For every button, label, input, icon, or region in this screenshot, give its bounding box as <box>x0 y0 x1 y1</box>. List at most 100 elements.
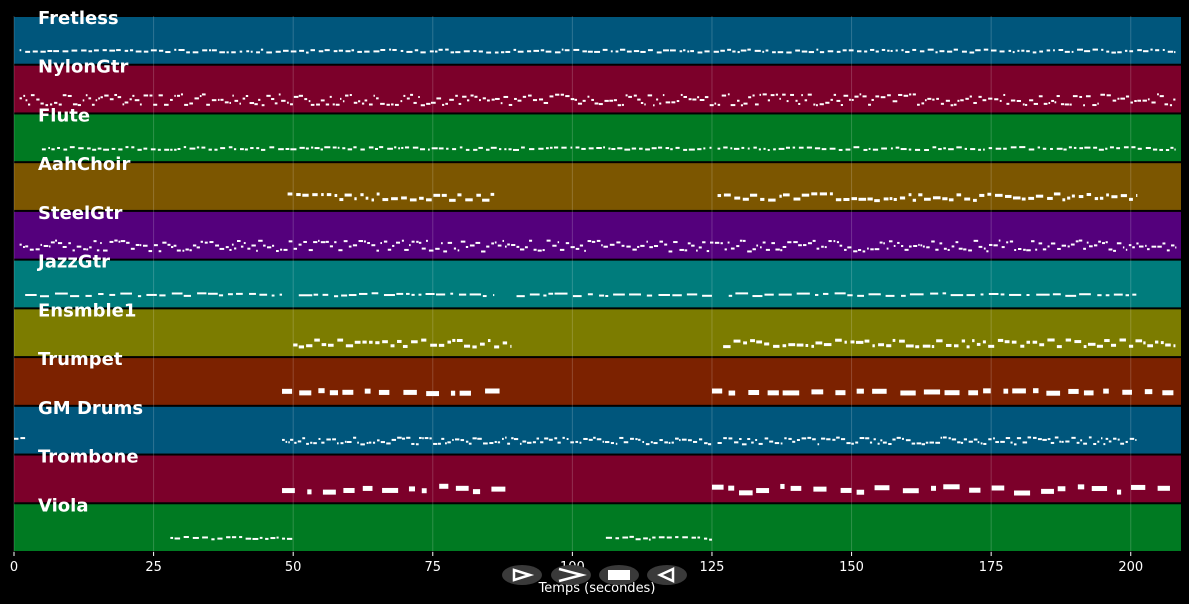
note-mark <box>224 101 229 104</box>
note-mark <box>513 438 519 441</box>
note-mark <box>879 241 883 244</box>
note-mark <box>114 239 118 242</box>
note-mark <box>759 246 762 249</box>
note-mark <box>914 148 921 151</box>
note-mark <box>1094 197 1099 201</box>
note-mark <box>352 244 358 247</box>
note-mark <box>869 441 873 444</box>
note-mark <box>897 241 900 244</box>
note-mark <box>780 249 783 252</box>
note-mark <box>544 437 549 440</box>
note-mark <box>522 440 527 443</box>
note-mark <box>109 293 116 296</box>
note-mark <box>1143 341 1146 345</box>
note-mark <box>41 148 46 151</box>
note-mark <box>189 102 193 105</box>
note-mark <box>704 96 709 99</box>
note-mark <box>490 146 497 149</box>
note-mark <box>1042 248 1047 251</box>
note-mark <box>819 192 827 196</box>
note-mark <box>565 242 570 245</box>
note-mark <box>993 437 995 440</box>
note-mark <box>840 438 846 441</box>
note-mark <box>1070 243 1075 246</box>
note-mark <box>748 96 752 99</box>
fast-forward-button[interactable] <box>551 565 591 585</box>
note-mark <box>487 339 491 343</box>
note-mark <box>555 93 560 96</box>
note-mark <box>419 196 424 200</box>
note-mark <box>433 442 438 445</box>
note-mark <box>236 292 243 295</box>
note-mark <box>889 197 893 201</box>
note-mark <box>1018 248 1022 251</box>
note-mark <box>759 93 762 96</box>
note-mark <box>840 487 852 493</box>
note-mark <box>1113 249 1116 252</box>
note-mark <box>324 49 330 52</box>
note-mark <box>1067 196 1071 200</box>
note-mark <box>219 247 225 250</box>
note-mark <box>756 488 770 494</box>
note-mark <box>201 93 206 96</box>
note-mark <box>793 241 798 244</box>
note-mark <box>1098 240 1101 243</box>
note-mark <box>871 98 874 101</box>
note-mark <box>485 148 490 151</box>
note-mark <box>463 50 470 53</box>
note-mark <box>313 293 319 296</box>
note-mark <box>732 50 736 53</box>
note-mark <box>294 441 297 444</box>
note-mark <box>543 101 549 104</box>
note-mark <box>982 99 987 102</box>
note-mark <box>134 99 140 102</box>
note-mark <box>143 94 149 97</box>
track-label-steelgtr: SteelGtr <box>38 203 123 224</box>
note-mark <box>912 198 917 202</box>
note-mark <box>835 198 842 202</box>
note-mark <box>1027 436 1032 439</box>
note-mark <box>645 443 650 446</box>
note-mark <box>1129 437 1135 440</box>
note-mark <box>697 51 703 54</box>
note-mark <box>1136 194 1138 198</box>
note-mark <box>995 441 999 444</box>
note-mark <box>697 96 700 99</box>
rewind-button[interactable] <box>647 565 687 585</box>
note-mark <box>497 244 502 247</box>
note-mark <box>299 146 305 149</box>
note-mark <box>406 292 410 295</box>
note-mark <box>960 99 964 102</box>
note-mark <box>950 294 964 297</box>
note-mark <box>881 147 887 150</box>
note-mark <box>688 98 692 101</box>
note-mark <box>973 239 979 242</box>
note-mark <box>1026 294 1030 297</box>
note-mark <box>862 250 866 253</box>
note-mark <box>870 48 875 51</box>
control-pill <box>647 565 687 585</box>
note-mark <box>36 98 40 101</box>
note-mark <box>50 241 55 244</box>
play-button[interactable] <box>502 565 542 585</box>
note-mark <box>570 246 575 249</box>
note-mark <box>186 51 190 54</box>
note-mark <box>844 248 847 251</box>
note-mark <box>931 345 935 349</box>
note-mark <box>554 437 558 440</box>
note-mark <box>656 51 662 54</box>
note-mark <box>426 102 431 105</box>
note-mark <box>617 104 622 107</box>
note-mark <box>953 344 959 348</box>
note-mark <box>727 241 730 244</box>
note-mark <box>1073 146 1077 149</box>
stop-button[interactable] <box>599 565 639 585</box>
note-mark <box>752 248 756 251</box>
note-mark <box>557 441 561 444</box>
note-mark <box>174 94 176 97</box>
note-mark <box>924 149 929 152</box>
note-mark <box>892 438 896 441</box>
note-mark <box>231 51 236 54</box>
note-mark <box>332 103 335 106</box>
